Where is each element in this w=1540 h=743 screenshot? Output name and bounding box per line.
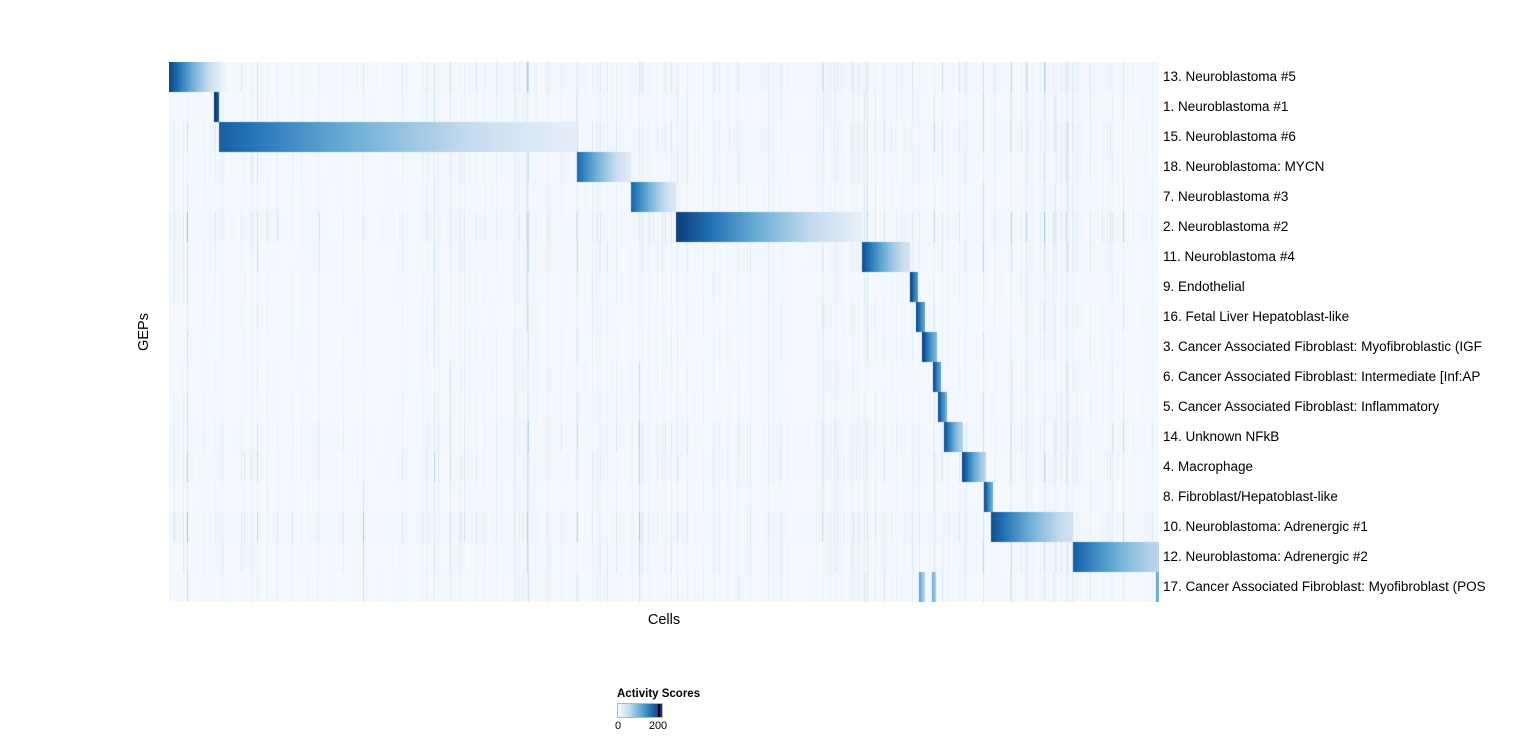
- row-labels: 13. Neuroblastoma #5 1. Neuroblastoma #1 1…: [1163, 62, 1540, 602]
- legend-title: Activity Scores: [617, 688, 701, 700]
- row-label: 9. Endothelial: [1163, 279, 1245, 294]
- row-label: 13. Neuroblastoma #5: [1163, 69, 1296, 84]
- x-axis-label: Cells: [647, 612, 681, 628]
- row-label: 1. Neuroblastoma #1: [1163, 99, 1289, 114]
- row-label: 10. Neuroblastoma: Adrenergic #1: [1163, 519, 1368, 534]
- y-axis-label: GEPs: [136, 313, 152, 351]
- row-label: 7. Neuroblastoma #3: [1163, 189, 1289, 204]
- row-label: 3. Cancer Associated Fibroblast: Myofibr…: [1163, 339, 1482, 354]
- row-label: 8. Fibroblast/Hepatoblast-like: [1163, 489, 1338, 504]
- row-label: 6. Cancer Associated Fibroblast: Interme…: [1163, 369, 1481, 384]
- row-label: 15. Neuroblastoma #6: [1163, 129, 1296, 144]
- colorbar-tick-200: [658, 704, 660, 717]
- colorbar-gradient: [617, 703, 663, 718]
- row-label: 14. Unknown NFkB: [1163, 429, 1280, 444]
- row-label: 5. Cancer Associated Fibroblast: Inflamm…: [1163, 399, 1440, 414]
- row-label: 4. Macrophage: [1163, 459, 1254, 474]
- legend-tick-max: 200: [648, 720, 668, 732]
- row-label: 11. Neuroblastoma #4: [1163, 249, 1295, 264]
- row-label: 17. Cancer Associated Fibroblast: Myofib…: [1163, 579, 1486, 594]
- row-label: 2. Neuroblastoma #2: [1163, 219, 1289, 234]
- heatmap-plot-area: [169, 62, 1159, 602]
- legend-tick-labels: 0 200: [614, 720, 687, 733]
- colorbar-legend: Activity Scores 0 200: [614, 688, 701, 733]
- row-label: 12. Neuroblastoma: Adrenergic #2: [1163, 549, 1368, 564]
- row-label: 18. Neuroblastoma: MYCN: [1163, 159, 1325, 174]
- heatmap-canvas: [169, 62, 1159, 602]
- legend-tick-min: 0: [614, 720, 622, 732]
- y-axis-label-wrap: GEPs: [130, 62, 158, 602]
- row-label: 16. Fetal Liver Hepatoblast-like: [1163, 309, 1350, 324]
